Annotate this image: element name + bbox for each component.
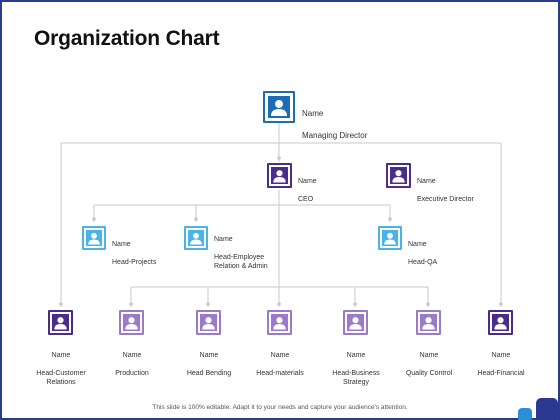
footer-note: This slide is 100% editable. Adapt it to… (152, 404, 408, 411)
ed-avatar-box (386, 163, 411, 188)
her-avatar-box (184, 226, 208, 250)
qc-role: Quality Control (405, 370, 453, 377)
connector-dot-hqa (388, 217, 392, 221)
connector-dot-her (194, 217, 198, 221)
deco-square-blue (518, 408, 532, 420)
hp-role: Head-Projects (112, 259, 157, 266)
her-label: Name Head-Employee Relation & Admin (214, 226, 268, 271)
corner-decoration (518, 398, 558, 420)
hcr-role: Head-Customer Relations (36, 370, 86, 386)
hqa-name: Name (408, 241, 427, 248)
md-avatar-box (263, 91, 295, 123)
hm-role: Head-materials (256, 370, 304, 377)
hbs-label: Name Head-Business Strategy (316, 342, 396, 387)
hf-label: Name Head-Financial (461, 342, 541, 378)
md-name: Name (302, 109, 324, 118)
qc-avatar-box (416, 310, 441, 335)
hqa-label: Name Head-QA (408, 231, 437, 267)
person-icon (492, 314, 509, 331)
hm-label: Name Head-materials (240, 342, 320, 378)
person-icon (123, 314, 140, 331)
ed-name: Name (417, 178, 436, 185)
prod-role: Production (115, 370, 149, 377)
person-icon (390, 167, 407, 184)
md-label: Name Managing Director (302, 97, 367, 141)
hf-name: Name (491, 352, 511, 359)
hbs-role: Head-Business Strategy (332, 370, 380, 386)
person-icon (52, 314, 69, 331)
deco-square-navy (536, 398, 558, 420)
prod-name: Name (122, 352, 142, 359)
hqa-role: Head-QA (408, 259, 438, 266)
hb-role: Head Bending (186, 370, 232, 377)
hbs-name: Name (346, 352, 366, 359)
hp-label: Name Head-Projects (112, 231, 156, 267)
connector-dot-hp (92, 217, 96, 221)
hp-name: Name (112, 241, 131, 248)
hp-avatar-box (82, 226, 106, 250)
person-icon (200, 314, 217, 331)
her-name: Name (214, 236, 233, 243)
hf-role: Head-Financial (477, 370, 525, 377)
connector-dot-qc (426, 302, 430, 306)
person-icon (271, 167, 288, 184)
ed-label: Name Executive Director (417, 168, 474, 204)
qc-name: Name (419, 352, 439, 359)
person-icon (271, 314, 288, 331)
qc-label: Name Quality Control (389, 342, 469, 378)
hb-label: Name Head Bending (169, 342, 249, 378)
person-icon (188, 230, 204, 246)
hm-avatar-box (267, 310, 292, 335)
hb-name: Name (199, 352, 219, 359)
hqa-avatar-box (378, 226, 402, 250)
ceo-label: Name CEO (298, 168, 317, 204)
hb-avatar-box (196, 310, 221, 335)
connector-dot-hf (499, 302, 503, 306)
ceo-role: CEO (298, 196, 314, 203)
prod-label: Name Production (92, 342, 172, 378)
page-title: Organization Chart (34, 27, 220, 50)
hcr-avatar-box (48, 310, 73, 335)
connector-dot-prod (129, 302, 133, 306)
prod-avatar-box (119, 310, 144, 335)
her-role: Head-Employee Relation & Admin (214, 254, 268, 270)
person-icon (420, 314, 437, 331)
connector-dot-hb (206, 302, 210, 306)
person-icon (268, 96, 290, 118)
person-icon (86, 230, 102, 246)
connector-dot-hbs (353, 302, 357, 306)
person-icon (347, 314, 364, 331)
ed-role: Executive Director (417, 196, 474, 203)
connector-dot-ceo (277, 156, 281, 160)
ceo-name: Name (298, 178, 317, 185)
connector-dot-hcr (59, 302, 63, 306)
person-icon (382, 230, 398, 246)
hbs-avatar-box (343, 310, 368, 335)
hcr-name: Name (51, 352, 71, 359)
hf-avatar-box (488, 310, 513, 335)
connector-dot-hm (277, 302, 281, 306)
md-role: Managing Director (302, 131, 368, 140)
hm-name: Name (270, 352, 290, 359)
ceo-avatar-box (267, 163, 292, 188)
hcr-label: Name Head-Customer Relations (21, 342, 101, 387)
